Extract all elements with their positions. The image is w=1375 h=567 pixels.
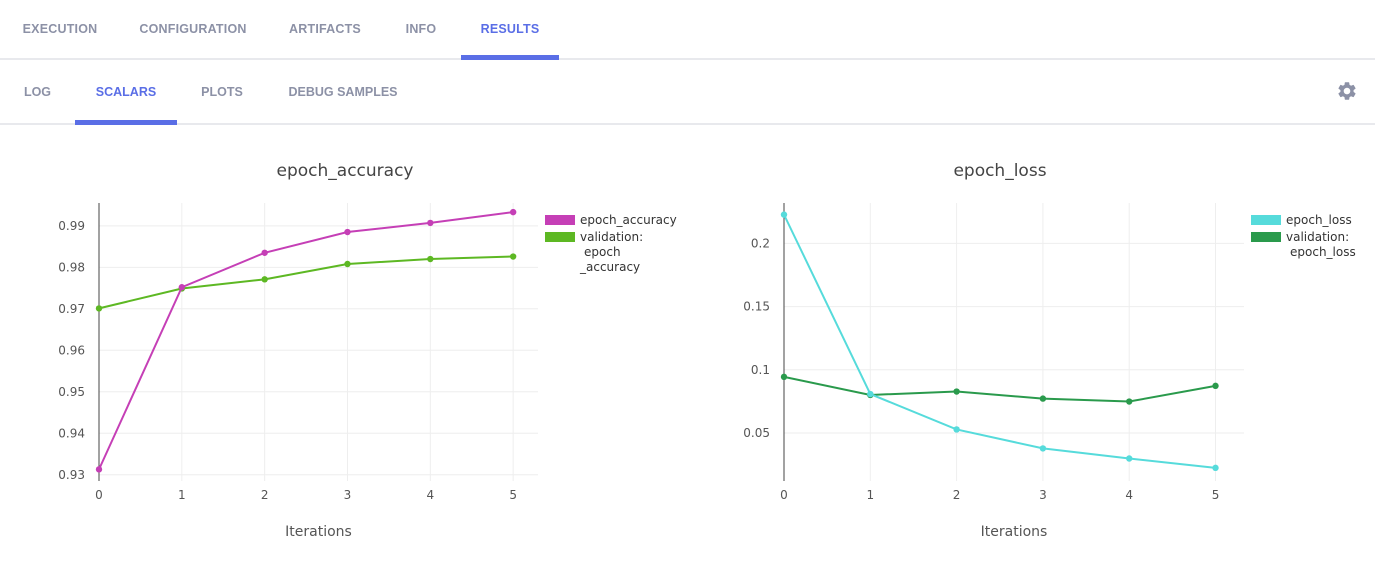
series-line [783, 375, 1216, 403]
series-line [783, 214, 1216, 469]
legend-label: validation: [1286, 230, 1349, 244]
data-point [509, 253, 517, 260]
subtab-label: LOG [23, 84, 52, 99]
y-tick-label: 0.97 [58, 302, 85, 316]
series-line [98, 211, 514, 470]
sub-tab-bar: LOG SCALARS PLOTS DEBUG SAMPLES [0, 60, 1375, 125]
y-tick-label: 0.96 [58, 343, 85, 357]
data-point [1039, 395, 1047, 402]
data-point [344, 228, 351, 236]
tab-label: INFO [405, 22, 437, 36]
legend-label: epoch_loss [1290, 245, 1356, 259]
y-tick-label: 0.98 [58, 260, 85, 274]
legend-label: epoch_accuracy [580, 213, 677, 227]
chart-title: epoch_accuracy [277, 161, 414, 181]
x-tick-label: 3 [344, 488, 352, 502]
x-axis-label: Iterations [285, 524, 352, 540]
legend-swatch [545, 215, 575, 225]
data-point [344, 260, 351, 268]
tab-label: RESULTS [480, 22, 540, 36]
x-tick-label: 0 [780, 488, 788, 502]
tab-label: EXECUTION [22, 22, 98, 36]
epoch-accuracy-chart: epoch_accuracy 0 1 2 3 4 5 0.93 0.94 0.95 0.96 0.97… [58, 161, 677, 540]
subtab-scalars[interactable]: SCALARS [75, 60, 177, 125]
subtab-label: PLOTS [201, 84, 243, 99]
data-point [95, 466, 103, 473]
gear-icon[interactable] [1336, 80, 1358, 102]
tab-label: CONFIGURATION [139, 22, 247, 36]
epoch-loss-chart: epoch_loss 0 1 2 3 4 5 0.05 0.1 0.15 0.2 Iterations… [743, 161, 1356, 540]
legend-label: epoch_loss [1286, 213, 1352, 227]
x-tick-label: 4 [427, 488, 435, 502]
x-tick-label: 5 [1212, 488, 1220, 502]
data-point [178, 284, 186, 291]
legend-swatch [545, 232, 575, 242]
data-point [509, 208, 517, 216]
data-point [1126, 455, 1133, 462]
legend-swatch [1251, 215, 1281, 225]
y-tick-label: 0.15 [743, 300, 770, 314]
x-tick-label: 3 [1039, 488, 1047, 502]
tab-execution[interactable]: EXECUTION [0, 0, 120, 58]
y-tick-label: 0.1 [751, 363, 770, 377]
subtab-plots[interactable]: PLOTS [177, 60, 267, 123]
y-tick-label: 0.94 [58, 426, 85, 440]
x-tick-label: 4 [1125, 488, 1133, 502]
subtab-label: DEBUG SAMPLES [288, 84, 398, 99]
legend-label: epoch [584, 245, 621, 259]
data-point [1126, 398, 1133, 405]
data-point [261, 249, 268, 256]
x-tick-label: 1 [178, 488, 186, 502]
data-point [780, 373, 788, 381]
y-tick-label: 0.05 [743, 426, 770, 440]
data-point [953, 426, 960, 433]
legend-label: validation: [580, 230, 643, 244]
series-line [98, 255, 514, 310]
x-axis-label: Iterations [981, 524, 1048, 540]
subtab-debug-samples[interactable]: DEBUG SAMPLES [267, 60, 419, 123]
data-point [427, 255, 434, 263]
data-point [1212, 382, 1219, 390]
chart-title: epoch_loss [953, 161, 1046, 181]
top-tab-bar: EXECUTION CONFIGURATION ARTIFACTS INFO R… [0, 0, 1375, 60]
tab-configuration[interactable]: CONFIGURATION [120, 0, 266, 58]
tab-results[interactable]: RESULTS [461, 0, 559, 60]
y-tick-label: 0.2 [751, 236, 770, 250]
legend-swatch [1251, 232, 1281, 242]
tab-artifacts[interactable]: ARTIFACTS [266, 0, 384, 58]
data-point [1039, 445, 1047, 452]
tab-info[interactable]: INFO [384, 0, 458, 58]
legend-label: _accuracy [579, 260, 640, 274]
y-tick-label: 0.99 [58, 219, 85, 233]
y-tick-label: 0.93 [58, 468, 85, 482]
x-tick-label: 2 [261, 488, 269, 502]
data-point [261, 276, 268, 283]
x-tick-label: 2 [953, 488, 961, 502]
y-tick-label: 0.95 [58, 385, 85, 399]
subtab-log[interactable]: LOG [0, 60, 75, 123]
active-subtab-indicator [75, 120, 177, 125]
x-tick-label: 5 [509, 488, 517, 502]
data-point [953, 388, 960, 395]
x-tick-label: 1 [866, 488, 874, 502]
data-point [780, 211, 788, 218]
data-point [867, 390, 874, 398]
data-point [95, 305, 103, 312]
data-point [427, 219, 434, 227]
subtab-label: SCALARS [95, 84, 157, 99]
tab-label: ARTIFACTS [289, 22, 361, 36]
data-point [1212, 464, 1219, 472]
x-tick-label: 0 [95, 488, 103, 502]
active-tab-indicator [461, 55, 559, 60]
